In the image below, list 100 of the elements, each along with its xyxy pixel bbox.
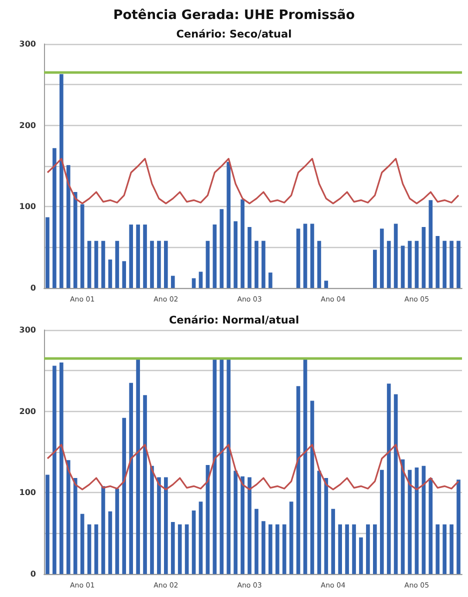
bar xyxy=(101,240,106,288)
chart-subtitle: Cenário: Seco/atual xyxy=(176,28,292,40)
bar xyxy=(226,359,231,574)
bar xyxy=(206,240,210,288)
bar xyxy=(373,250,377,288)
bar xyxy=(436,236,440,288)
bar xyxy=(80,204,84,288)
bar xyxy=(170,276,175,288)
bar xyxy=(275,524,280,574)
y-tick-label: 300 xyxy=(19,40,36,48)
y-tick-label: 300 xyxy=(19,326,36,334)
bar xyxy=(60,362,64,574)
bar xyxy=(254,240,258,288)
bar xyxy=(310,224,314,288)
bar xyxy=(234,221,238,288)
bar xyxy=(115,240,120,288)
bar xyxy=(108,511,112,574)
bar xyxy=(428,200,433,288)
bar xyxy=(94,524,98,574)
bar xyxy=(303,359,308,574)
bar xyxy=(129,382,133,574)
bar xyxy=(220,359,224,574)
bar xyxy=(450,240,454,288)
bar xyxy=(359,537,363,574)
line-series xyxy=(46,158,460,204)
bar xyxy=(414,467,419,574)
bar xyxy=(456,480,460,574)
bar xyxy=(136,224,140,288)
bar xyxy=(436,524,440,574)
bar xyxy=(220,209,224,288)
bar xyxy=(136,359,140,574)
bar xyxy=(94,240,98,288)
bar xyxy=(184,524,189,574)
bar xyxy=(46,474,50,574)
bar xyxy=(422,466,426,574)
bar xyxy=(248,477,252,574)
y-tick-label: 200 xyxy=(19,120,36,130)
bar xyxy=(268,272,272,288)
bar xyxy=(380,470,384,574)
bar xyxy=(198,272,203,288)
bar xyxy=(157,477,161,574)
bar xyxy=(345,524,349,574)
bar xyxy=(129,224,133,288)
bar xyxy=(157,240,161,288)
bar xyxy=(324,280,328,288)
bar xyxy=(386,384,391,574)
bar xyxy=(52,366,56,574)
bar xyxy=(240,476,244,574)
bar xyxy=(212,224,217,288)
bar xyxy=(317,470,322,574)
bar xyxy=(143,224,147,288)
bar xyxy=(442,524,446,574)
bar xyxy=(248,227,252,288)
bar xyxy=(234,470,238,574)
bar xyxy=(101,486,106,574)
bar xyxy=(331,508,336,574)
y-tick-label: 200 xyxy=(19,406,36,416)
bar xyxy=(296,228,300,288)
bar xyxy=(262,240,266,288)
bar xyxy=(170,522,175,574)
bar xyxy=(66,165,70,288)
bar xyxy=(143,395,147,574)
bar xyxy=(373,524,377,574)
bar xyxy=(394,224,398,288)
y-tick-label: 0 xyxy=(30,284,36,292)
bar xyxy=(380,228,384,288)
bar xyxy=(262,521,266,574)
line-series xyxy=(46,444,460,490)
bar xyxy=(226,162,231,288)
bar xyxy=(87,524,92,574)
bar xyxy=(178,524,182,574)
bar xyxy=(198,502,203,574)
bar xyxy=(122,418,126,574)
bar xyxy=(414,240,419,288)
bar xyxy=(164,240,168,288)
bar xyxy=(456,240,460,288)
bar xyxy=(296,386,300,574)
bar xyxy=(366,524,370,574)
bar xyxy=(422,227,426,288)
bar xyxy=(150,466,154,574)
bar xyxy=(73,478,78,574)
bar xyxy=(164,477,168,574)
bar xyxy=(324,478,328,574)
bar xyxy=(317,240,322,288)
bar xyxy=(400,246,405,288)
bar xyxy=(52,148,56,288)
bar xyxy=(338,524,342,574)
bar xyxy=(122,261,126,288)
chart-title: Potência Gerada: UHE Promissão xyxy=(113,8,355,23)
chart-subtitle: Cenário: Normal/atual xyxy=(168,314,300,326)
bar xyxy=(303,224,308,288)
bar xyxy=(192,278,196,288)
bar xyxy=(428,478,433,574)
bar xyxy=(386,240,391,288)
bar xyxy=(408,240,412,288)
bar xyxy=(352,524,356,574)
bar xyxy=(108,260,112,288)
bar xyxy=(442,240,446,288)
bar xyxy=(450,524,454,574)
bar xyxy=(115,488,120,574)
